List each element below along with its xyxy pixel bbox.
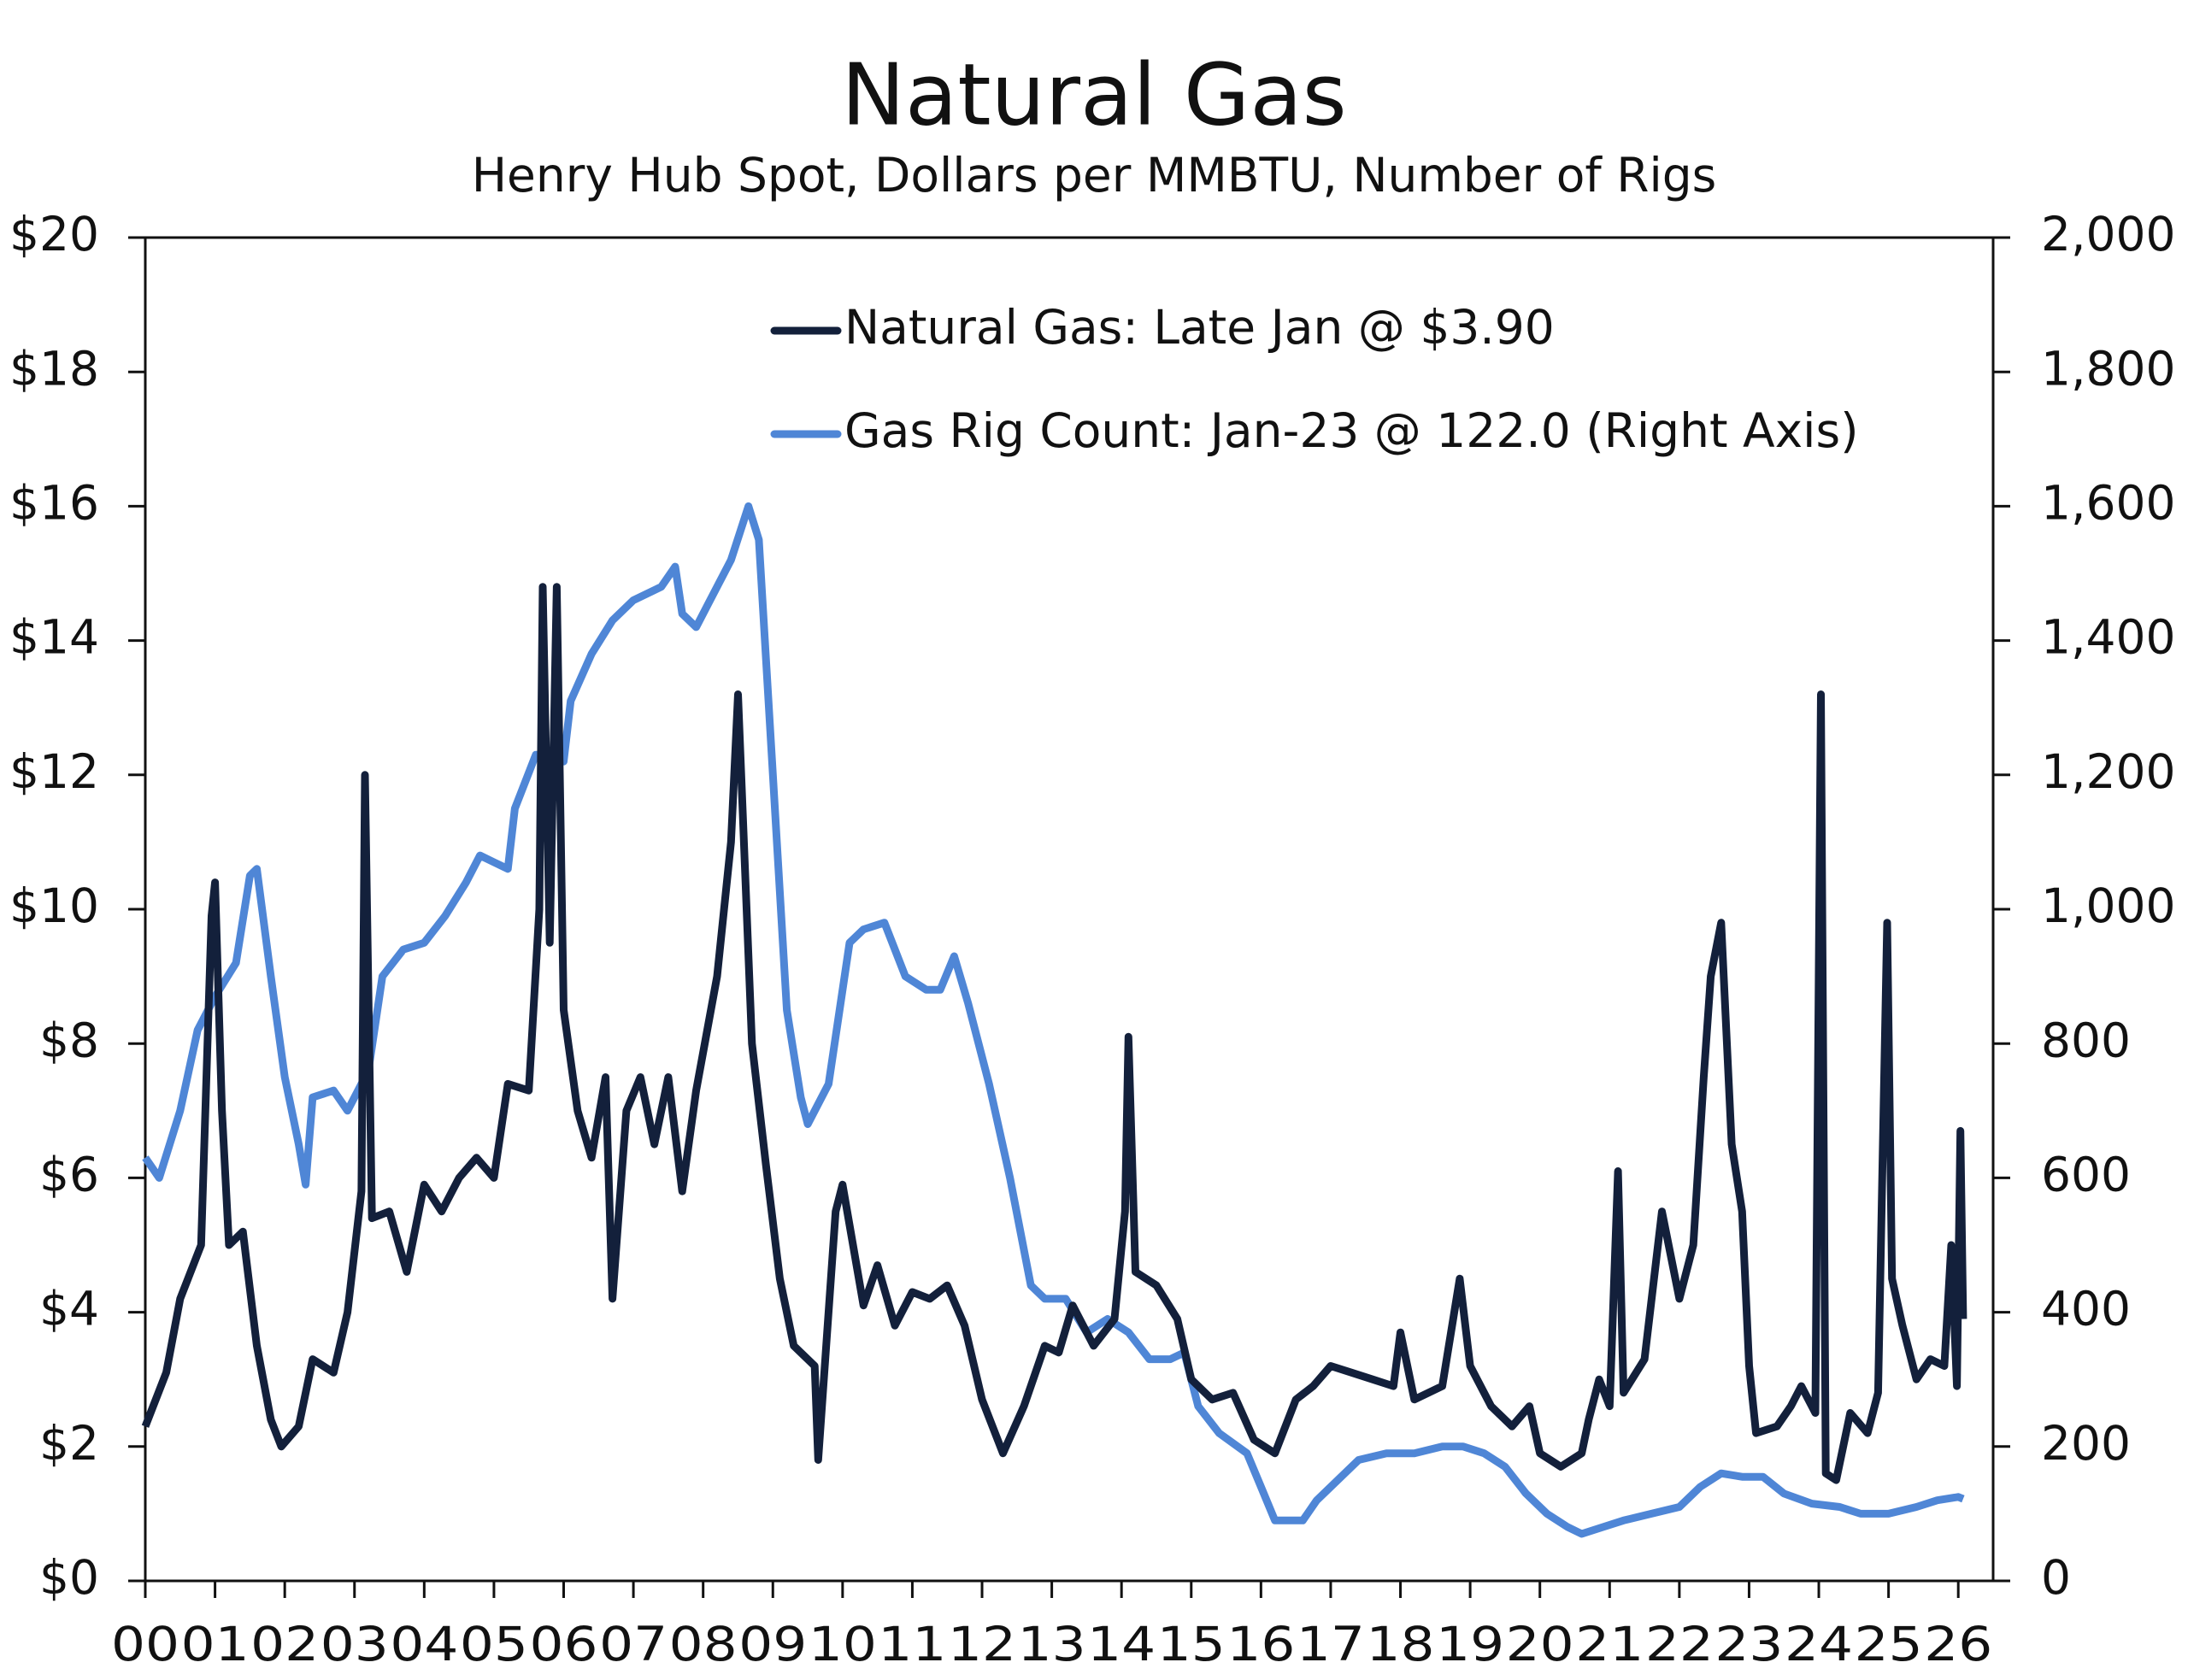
y-tick-label: $2 (39, 1416, 99, 1471)
legend-label: Natural Gas: Late Jan @ $3.90 (844, 300, 1555, 355)
x-tick-label: 00 (111, 1617, 179, 1671)
x-tick-label: 01 (181, 1617, 250, 1671)
x-tick-label: 26 (1924, 1617, 1992, 1671)
y2-tick-label: 600 (2041, 1148, 2131, 1202)
y-tick-label: $4 (39, 1282, 99, 1336)
x-tick-label: 16 (1226, 1617, 1295, 1671)
y-tick-label: $0 (39, 1550, 99, 1605)
chart-subtitle: Henry Hub Spot, Dollars per MMBTU, Numbe… (472, 148, 1717, 203)
y-tick-label: $14 (9, 610, 99, 665)
x-tick-label: 17 (1297, 1617, 1365, 1671)
x-tick-label: 21 (1575, 1617, 1644, 1671)
x-tick-label: 15 (1157, 1617, 1226, 1671)
chart-title: Natural Gas (841, 44, 1347, 144)
x-tick-label: 05 (460, 1617, 528, 1671)
y2-tick-label: 1,200 (2041, 744, 2175, 799)
x-tick-label: 04 (390, 1617, 458, 1671)
x-tick-label: 25 (1855, 1617, 1923, 1671)
y-tick-label: $20 (9, 207, 99, 261)
y-tick-label: $6 (39, 1148, 99, 1202)
x-tick-label: 12 (948, 1617, 1016, 1671)
y2-tick-label: 2,000 (2041, 207, 2175, 261)
x-tick-label: 24 (1785, 1617, 1853, 1671)
x-tick-label: 19 (1436, 1617, 1504, 1671)
y-tick-label: $10 (9, 878, 99, 933)
y2-tick-label: 1,400 (2041, 610, 2175, 665)
y2-tick-label: 800 (2041, 1013, 2131, 1067)
x-tick-label: 23 (1715, 1617, 1783, 1671)
x-tick-label: 14 (1087, 1617, 1156, 1671)
x-tick-label: 22 (1645, 1617, 1714, 1671)
x-tick-label: 18 (1367, 1617, 1435, 1671)
x-tick-label: 10 (809, 1617, 877, 1671)
y2-tick-label: 400 (2041, 1282, 2131, 1336)
y2-tick-label: 0 (2041, 1550, 2071, 1605)
x-tick-label: 09 (738, 1617, 807, 1671)
y2-tick-label: 1,600 (2041, 476, 2175, 531)
y2-tick-label: 1,800 (2041, 341, 2175, 396)
x-tick-label: 06 (530, 1617, 598, 1671)
y2-tick-label: 200 (2041, 1416, 2131, 1471)
x-tick-label: 02 (250, 1617, 319, 1671)
legend-label: Gas Rig Count: Jan-23 @ 122.0 (Right Axi… (844, 403, 1859, 458)
series-line (141, 583, 1967, 1484)
series-line (142, 502, 1965, 1538)
y-tick-label: $16 (9, 476, 99, 531)
x-tick-label: 03 (321, 1617, 389, 1671)
y-tick-label: $18 (9, 341, 99, 396)
y-tick-label: $12 (9, 744, 99, 799)
x-tick-label: 07 (599, 1617, 668, 1671)
x-tick-label: 11 (878, 1617, 946, 1671)
y-tick-label: $8 (39, 1013, 99, 1067)
x-tick-label: 20 (1506, 1617, 1574, 1671)
x-tick-label: 08 (669, 1617, 738, 1671)
y2-tick-label: 1,000 (2041, 878, 2175, 933)
x-tick-label: 13 (1018, 1617, 1086, 1671)
